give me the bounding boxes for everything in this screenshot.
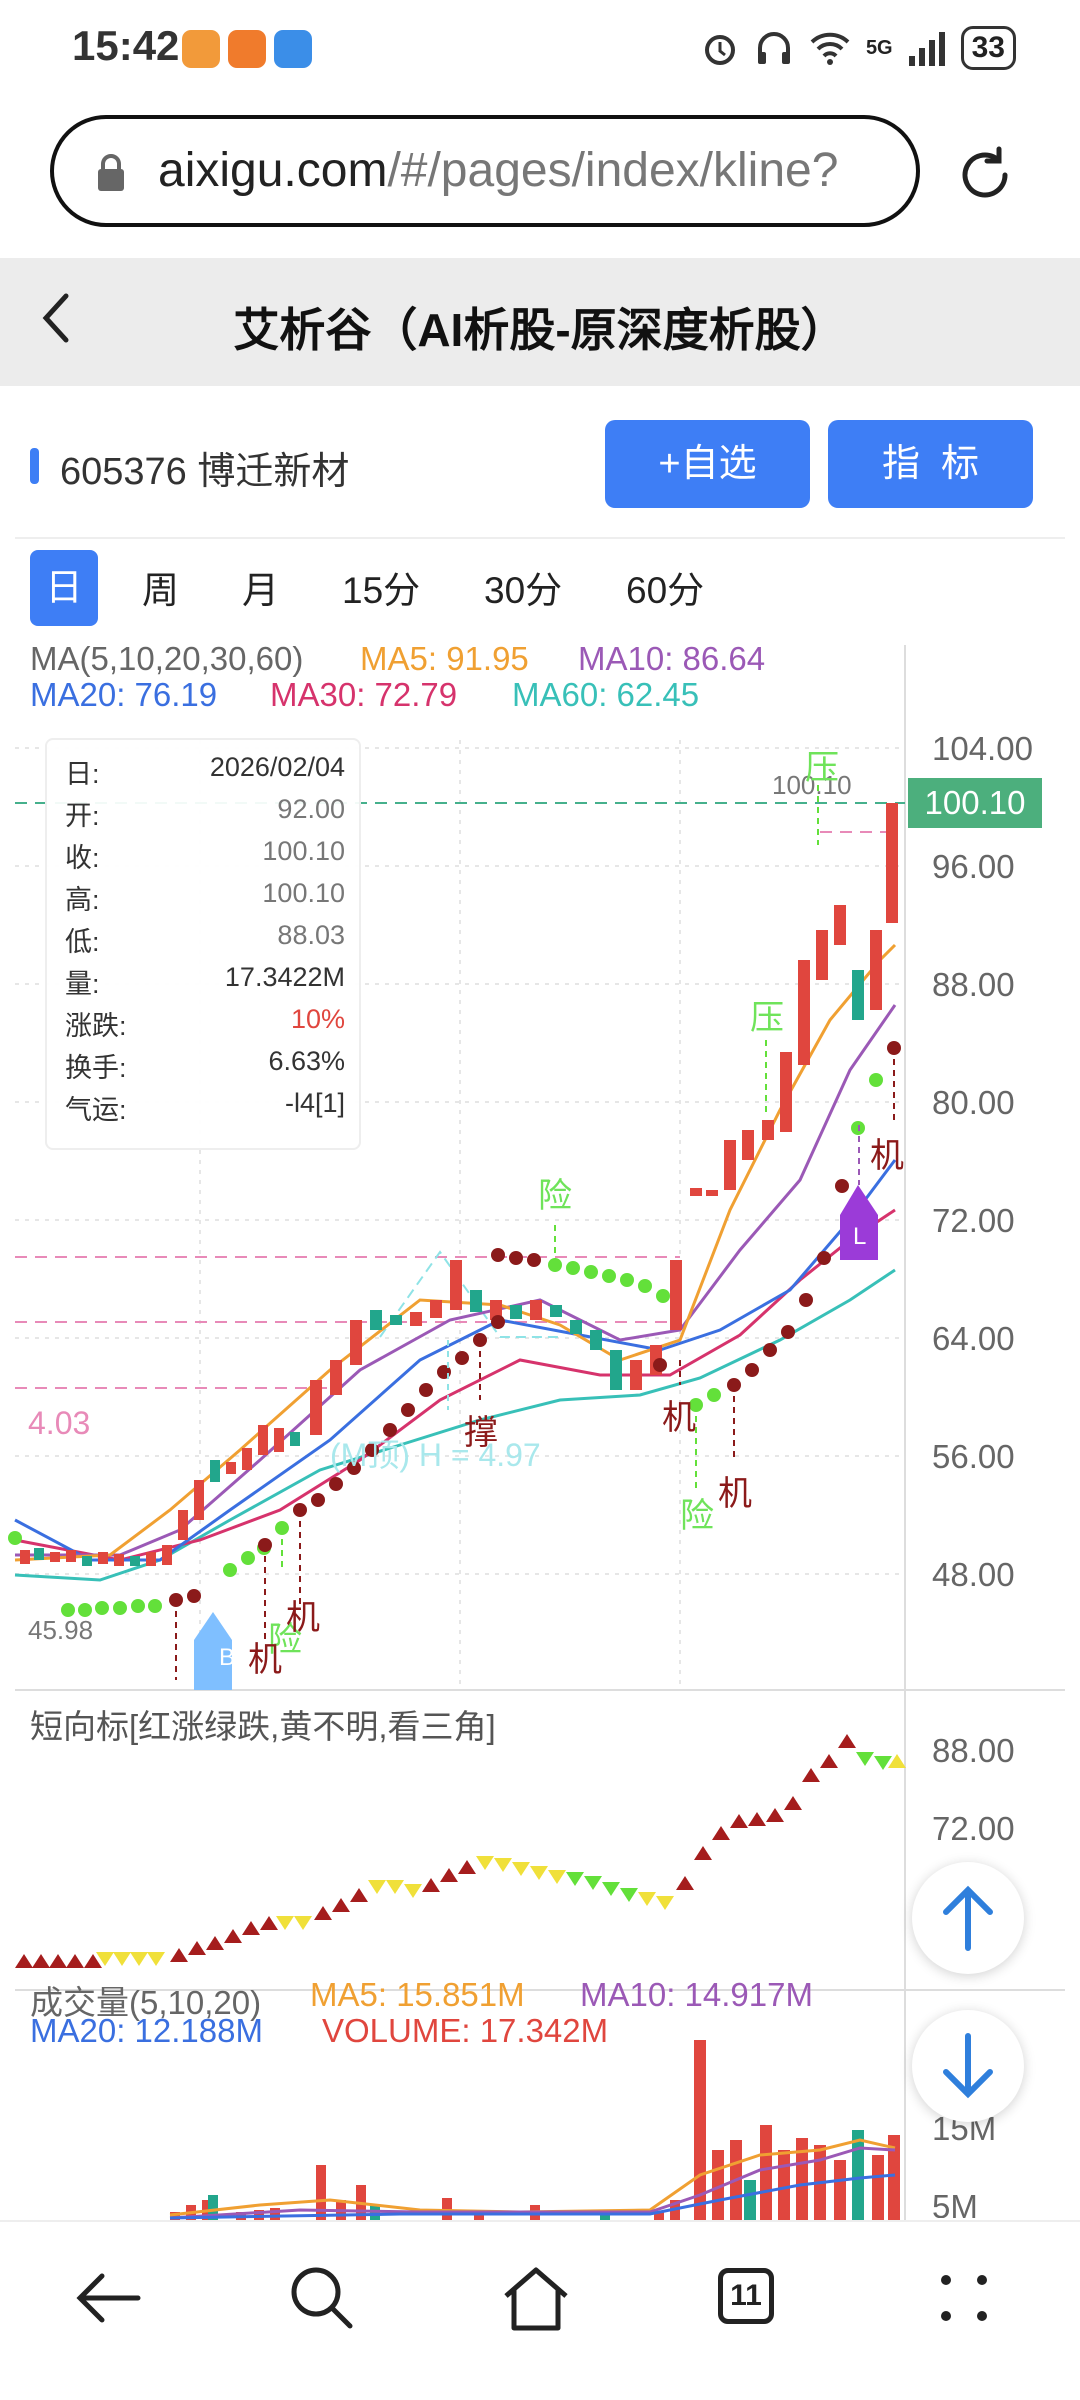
browser-bottom-nav: 11 — [0, 2220, 1080, 2400]
wifi-icon — [810, 32, 850, 65]
volume-ma20: MA20: 12.188M — [30, 2012, 263, 2049]
price-tick: 48.00 — [932, 1556, 1015, 1593]
volume-value: VOLUME: 17.342M — [322, 2012, 609, 2049]
tabs-button[interactable]: 11 — [710, 2258, 790, 2338]
info-row-high: 高: 100.10 — [65, 878, 345, 915]
long-label: L — [853, 1223, 867, 1250]
tab-15min[interactable]: 15分 — [342, 570, 421, 611]
signal-cheng: 撑 — [464, 1414, 498, 1452]
indicator-tick: 88.00 — [932, 1732, 1015, 1769]
signal-ji: 机 — [662, 1399, 696, 1437]
pattern-label: (M顶) H = 4.97 — [330, 1437, 541, 1473]
info-row-volume: 量: 17.3422M — [65, 962, 345, 999]
price-tick: 64.00 — [932, 1320, 1015, 1357]
price-tick: 80.00 — [932, 1084, 1015, 1121]
info-row-low: 低: 88.03 — [65, 920, 345, 957]
headphones-icon — [757, 32, 790, 64]
volume-ma10: MA10: 14.917M — [580, 1976, 813, 2013]
short-indicator-title: 短向标[红涨绿跌,黄不明,看三角] — [30, 1708, 496, 1745]
indicator-tick: 72.00 — [932, 1810, 1015, 1847]
stock-accent-bar — [30, 448, 39, 484]
price-tick: 88.00 — [932, 966, 1015, 1003]
alarm-icon — [704, 35, 735, 65]
ma60-legend: MA60: 62.45 — [512, 676, 700, 713]
add-watchlist-button[interactable]: +自选 — [605, 420, 810, 508]
info-row-turnover: 换手: 6.63% — [65, 1046, 345, 1083]
ohlc-info-box: 日: 2026/02/04 开: 92.00 收: 100.10 高: 100.10 低… — [45, 738, 361, 1150]
info-row-change: 涨跌: 10% — [65, 1004, 345, 1041]
volume-title: 成交量(5,10,20) — [30, 1984, 262, 2021]
ma5-legend: MA5: 91.95 — [360, 640, 529, 677]
high-marker: 100.10 — [772, 770, 852, 800]
signal-ji: 机 — [248, 1641, 282, 1679]
signal-ji: 机 — [718, 1475, 752, 1513]
weather-app-icon — [274, 30, 312, 68]
buy-label: B — [219, 1644, 236, 1671]
info-row-qiyun: 气运: -l4[1] — [65, 1088, 345, 1125]
app-header: 艾析谷（AI析股-原深度析股） — [0, 258, 1080, 386]
tab-month[interactable]: 月 — [242, 570, 279, 611]
arrow-down-icon — [943, 2033, 993, 2099]
menu-icon[interactable] — [924, 2258, 1004, 2338]
battery-indicator: 33 — [960, 26, 1016, 70]
back-arrow-icon[interactable] — [68, 2258, 148, 2338]
url-text: aixigu.com/#/pages/index/kline? — [158, 144, 839, 197]
last-price-tag: 100.10 — [908, 778, 1042, 828]
signal-xian: 险 — [538, 1177, 572, 1215]
low-marker: 45.98 — [28, 1615, 94, 1645]
video-app-icon — [228, 30, 266, 68]
buy-marker — [194, 1612, 232, 1690]
signal-icon — [908, 32, 945, 66]
address-bar[interactable]: aixigu.com/#/pages/index/kline? — [50, 115, 920, 227]
volume-ma5: MA5: 15.851M — [310, 1976, 525, 2013]
kline-chart[interactable] — [0, 640, 1080, 2220]
long-marker — [840, 1185, 878, 1260]
signal-xian: 险 — [268, 1621, 302, 1659]
tab-day[interactable]: 日 — [30, 550, 98, 626]
back-icon[interactable] — [36, 288, 76, 348]
tab-week[interactable]: 周 — [142, 570, 179, 611]
page-title: 艾析谷（AI析股-原深度析股） — [233, 304, 847, 356]
scroll-down-button[interactable] — [912, 2010, 1024, 2122]
status-bar: 15:42 5G 33 — [0, 0, 1080, 100]
stock-name: 605376 博迁新材 — [60, 451, 350, 493]
info-row-date: 日: 2026/02/04 — [65, 752, 345, 789]
lock-icon — [98, 154, 124, 191]
search-icon[interactable] — [282, 2258, 362, 2338]
signal-ji: 机 — [286, 1599, 320, 1637]
arrow-up-icon — [943, 1885, 993, 1951]
volume-tick: 5M — [932, 2188, 978, 2218]
ma30-legend: MA30: 72.79 — [270, 676, 458, 713]
status-time: 15:42 — [72, 22, 180, 69]
ma-legend-title: MA(5,10,20,30,60) — [30, 640, 304, 677]
divider — [15, 537, 1065, 539]
indicator-button[interactable]: 指 标 — [828, 420, 1033, 508]
signal-ya: 压 — [805, 749, 839, 787]
price-tick: 56.00 — [932, 1438, 1015, 1475]
price-tick: 104.00 — [932, 730, 1033, 767]
tab-count: 11 — [718, 2268, 774, 2324]
signal-xian: 险 — [680, 1497, 714, 1535]
info-row-open: 开: 92.00 — [65, 794, 345, 831]
scroll-up-button[interactable] — [912, 1862, 1024, 1974]
home-icon[interactable] — [496, 2258, 576, 2338]
left-price-marker: 4.03 — [28, 1405, 91, 1441]
tab-30min[interactable]: 30分 — [484, 570, 563, 611]
price-tick: 96.00 — [932, 848, 1015, 885]
ma10-legend: MA10: 86.64 — [578, 640, 766, 677]
app-notification-icon — [182, 30, 220, 68]
signal-ji: 机 — [870, 1137, 904, 1175]
ma20-legend: MA20: 76.19 — [30, 676, 218, 713]
price-tick: 72.00 — [932, 1202, 1015, 1239]
reload-icon[interactable] — [955, 145, 1015, 205]
tab-60min[interactable]: 60分 — [626, 570, 705, 611]
network-type: 5G — [865, 36, 893, 59]
signal-ya: 压 — [750, 999, 784, 1037]
info-row-close: 收: 100.10 — [65, 836, 345, 873]
